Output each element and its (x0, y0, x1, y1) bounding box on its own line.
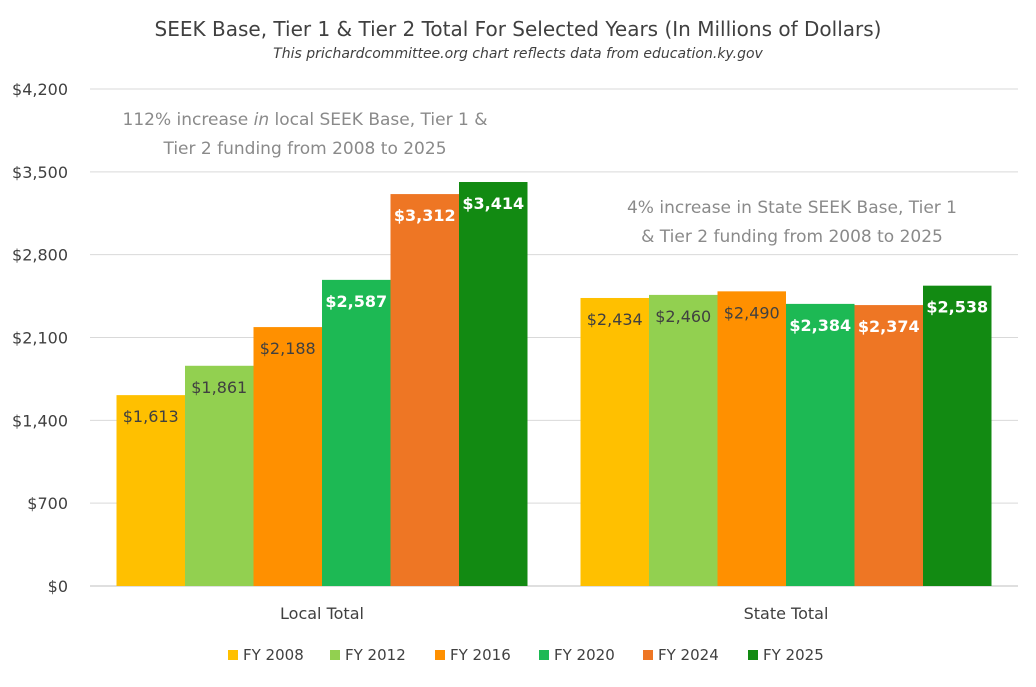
annotation-text: 112% increase in local SEEK Base, Tier 1… (123, 110, 488, 130)
annotation-text: 4% increase in State SEEK Base, Tier 1 (627, 198, 957, 218)
legend-label: FY 2012 (345, 646, 406, 664)
data-label: $1,861 (191, 378, 247, 397)
data-labels-group: $1,613 $1,861 $2,188 $2,587 $3,312 $3,414 $2,4… (123, 194, 988, 426)
bar-fy-2020-state-total (786, 303, 855, 586)
y-tick-label: $2,100 (12, 329, 68, 348)
bar-fy-2012-state-total (649, 294, 718, 586)
y-tick-label: $0 (48, 577, 68, 596)
data-label: $2,538 (926, 298, 988, 317)
chart-title: SEEK Base, Tier 1 & Tier 2 Total For Sel… (155, 17, 882, 41)
data-label: $2,490 (724, 303, 780, 322)
y-tick-label: $4,200 (12, 80, 68, 99)
bar-fy-2024-state-total (854, 305, 923, 586)
bar-fy-2008-local-total (116, 395, 185, 586)
legend-label: FY 2008 (243, 646, 304, 664)
legend-swatch (539, 650, 549, 660)
data-label: $1,613 (123, 407, 179, 426)
legend-label: FY 2025 (763, 646, 824, 664)
legend-swatch (435, 650, 445, 660)
data-label: $2,374 (858, 317, 920, 336)
data-label: $2,384 (789, 316, 851, 335)
data-label: $2,434 (587, 310, 643, 329)
bar-fy-2020-local-total (322, 279, 391, 586)
bar-fy-2025-local-total (459, 182, 528, 586)
y-tick-label: $3,500 (12, 163, 68, 182)
annotation-text: & Tier 2 funding from 2008 to 2025 (641, 227, 943, 247)
annotation-text: Tier 2 funding from 2008 to 2025 (162, 139, 446, 159)
bar-fy-2024-local-total (390, 194, 459, 586)
data-label: $3,312 (394, 206, 456, 225)
data-label: $2,460 (655, 307, 711, 326)
bar-fy-2025-state-total (923, 285, 992, 586)
data-label: $2,188 (260, 339, 316, 358)
legend-label: FY 2020 (554, 646, 615, 664)
bar-fy-2012-local-total (185, 365, 254, 586)
bar-fy-2016-local-total (253, 327, 322, 586)
chart-subtitle: This prichardcommittee.org chart reflect… (273, 46, 763, 62)
data-label: $2,587 (325, 292, 387, 311)
y-tick-label: $2,800 (12, 246, 68, 265)
legend-swatch (748, 650, 758, 660)
y-tick-label: $1,400 (12, 411, 68, 430)
bar-fy-2008-state-total (580, 297, 649, 586)
x-axis: Local Total State Total (280, 604, 828, 623)
legend-swatch (330, 650, 340, 660)
y-axis: $0 $700 $1,400 $2,100 $2,800 $3,500 $4,200 (12, 80, 68, 596)
legend-swatch (228, 650, 238, 660)
legend-label: FY 2024 (658, 646, 719, 664)
annotations-group: 112% increase in local SEEK Base, Tier 1… (123, 110, 957, 247)
x-category-label: State Total (744, 604, 829, 623)
legend-label: FY 2016 (450, 646, 511, 664)
x-category-label: Local Total (280, 604, 364, 623)
legend: FY 2008 FY 2012 FY 2016 FY 2020 FY 2024 FY 20… (228, 646, 824, 664)
y-tick-label: $700 (27, 494, 68, 513)
bars-group (116, 182, 992, 586)
legend-swatch (643, 650, 653, 660)
data-label: $3,414 (462, 194, 524, 213)
bar-fy-2016-state-total (717, 291, 786, 586)
